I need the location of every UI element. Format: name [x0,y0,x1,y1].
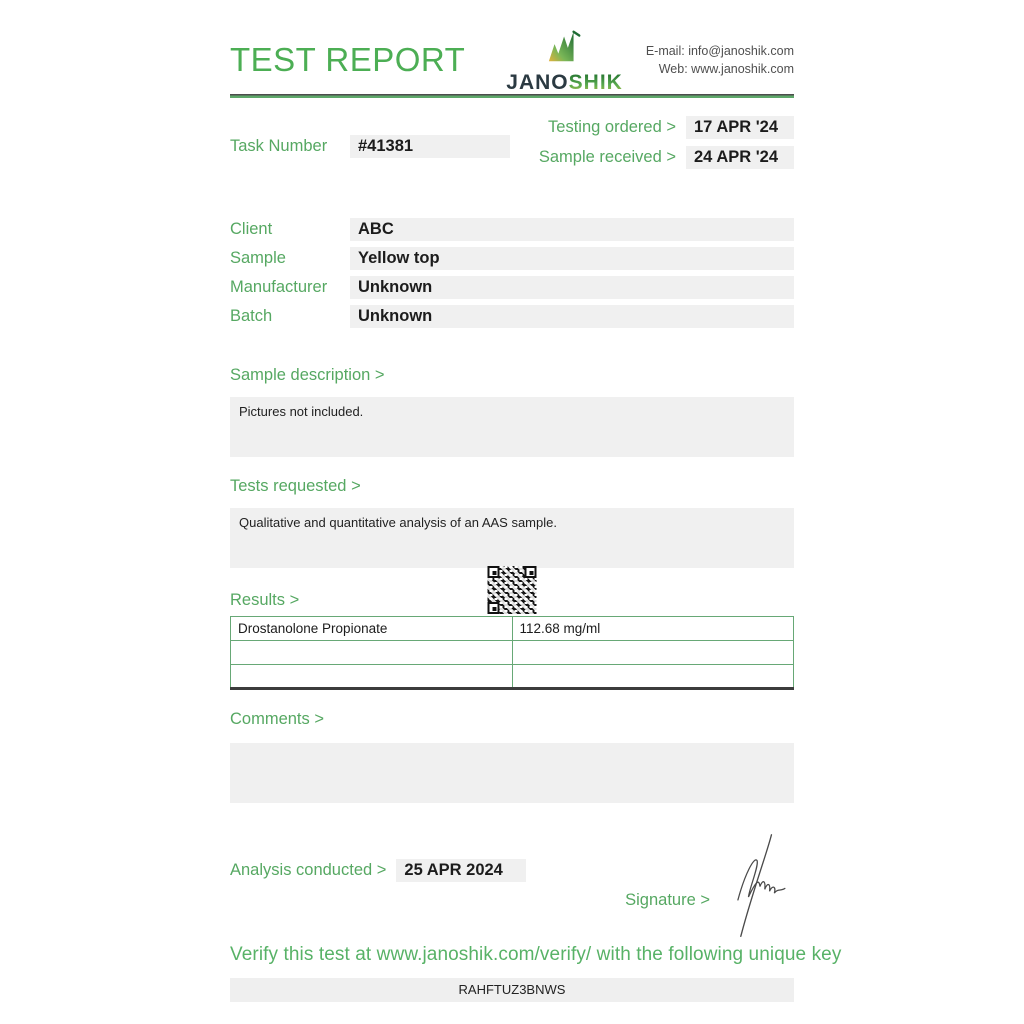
sample-description-section: Sample description > Pictures not includ… [230,366,794,457]
manufacturer-label: Manufacturer [230,278,328,296]
qr-finder-icon [487,602,500,614]
verify-key: RAHFTUZ3BNWS [230,978,794,1002]
test-report-page: TEST REPORT JANOSHIK [230,0,842,1002]
comments-section: Comments > [230,710,794,803]
comments-label: Comments > [230,710,324,728]
results-header: Results > [230,566,794,616]
web-label: Web: [658,62,688,76]
logo-shik: SHIK [568,71,623,94]
comments-box [230,743,794,803]
manufacturer-value: Unknown [350,276,794,299]
qr-code-icon [487,566,537,614]
report-header: TEST REPORT JANOSHIK [230,27,794,93]
client-label: Client [230,220,273,238]
header-divider [230,94,794,98]
tests-requested-box: Qualitative and quantitative analysis of… [230,508,794,568]
email-label: E-mail: [645,43,685,58]
task-number-value: #41381 [350,134,510,158]
results-section: Results > Drostanolone Propionate 112.68… [230,566,794,690]
sample-value: Yellow top [350,247,794,270]
manufacturer-row: Manufacturer Unknown [230,276,794,299]
results-table: Drostanolone Propionate 112.68 mg/ml [230,616,794,690]
sample-description-label: Sample description > [230,366,385,384]
contact-info: E-mail: info@janoshik.com Web: www.janos… [646,42,794,78]
testing-ordered-row: Testing ordered > 17 APR '24 [539,116,794,139]
result-substance [230,664,513,689]
contact-email-line: E-mail: info@janoshik.com [646,42,794,60]
result-substance: Drostanolone Propionate [230,616,513,641]
verify-text: Verify this test at www.janoshik.com/ver… [230,944,842,965]
task-section: Task Number #41381 Testing ordered > 17 … [230,116,794,176]
contact-web-line: Web: www.janoshik.com [646,60,794,78]
growth-chart-icon [543,27,587,70]
batch-value: Unknown [350,305,794,328]
table-row: Drostanolone Propionate 112.68 mg/ml [230,616,794,641]
testing-ordered-value: 17 APR '24 [686,116,794,139]
logo-wordmark: JANOSHIK [506,72,623,93]
result-substance [230,640,513,665]
sample-description-box: Pictures not included. [230,397,794,457]
task-number-label: Task Number [230,136,328,155]
testing-ordered-label: Testing ordered > [548,118,676,136]
batch-label: Batch [230,307,273,325]
table-row [230,640,794,665]
signature-label: Signature > [625,890,710,909]
qr-finder-icon [524,566,537,578]
result-amount [511,640,794,665]
sample-received-row: Sample received > 24 APR '24 [539,146,794,169]
result-amount: 112.68 mg/ml [511,616,794,641]
tests-requested-label: Tests requested > [230,477,361,495]
client-value: ABC [350,218,794,241]
web-value: www.janoshik.com [691,62,794,76]
sample-info-rows: Client ABC Sample Yellow top Manufacture… [230,218,794,328]
table-row [230,664,794,689]
batch-row: Batch Unknown [230,305,794,328]
sample-row: Sample Yellow top [230,247,794,270]
janoshik-logo: JANOSHIK [506,27,623,93]
sample-received-value: 24 APR '24 [686,146,794,169]
results-label: Results > [230,591,300,609]
sample-received-label: Sample received > [538,148,676,166]
page-title: TEST REPORT [230,41,466,78]
sample-label: Sample [230,249,286,267]
signature-icon [724,834,794,949]
tests-requested-section: Tests requested > Qualitative and quanti… [230,477,794,568]
logo-jano: JANO [506,71,569,94]
signature-block: Signature > [625,834,794,949]
email-value: info@janoshik.com [688,43,794,58]
analysis-conducted-label: Analysis conducted > [230,861,387,879]
analysis-row: Analysis conducted > 25 APR 2024 Signatu… [230,834,794,938]
task-number-row: Task Number #41381 [230,116,510,176]
result-amount [511,664,794,689]
qr-finder-icon [487,566,500,578]
analysis-date-value: 25 APR 2024 [396,859,527,882]
dates-block: Testing ordered > 17 APR '24 Sample rece… [539,116,794,176]
client-row: Client ABC [230,218,794,241]
